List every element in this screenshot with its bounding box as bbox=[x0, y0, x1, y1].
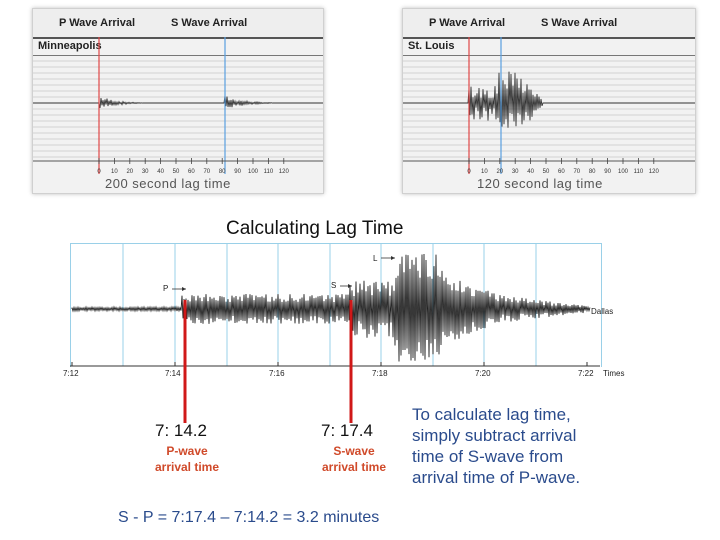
axis-tick-label: 10 bbox=[111, 169, 118, 175]
seismic-trace bbox=[403, 71, 695, 128]
axis-tick-label: 90 bbox=[604, 169, 611, 175]
axis-tick-label: 60 bbox=[188, 169, 195, 175]
s-marker-arrowhead bbox=[348, 284, 352, 288]
explanation-line: time of S-wave from bbox=[412, 447, 564, 466]
p-marker-label: P bbox=[163, 284, 169, 293]
lag-time-caption: 120 second lag time bbox=[477, 176, 603, 191]
axis-tick-label: 30 bbox=[512, 169, 519, 175]
p-wave-arrival-label: P-wave arrival time bbox=[142, 443, 232, 475]
explanation-line: To calculate lag time, bbox=[412, 405, 571, 424]
st-louis-trace: 0 10 20 30 40 50 60 70 80 90 100 110 120 bbox=[403, 37, 695, 175]
dallas-seismic-trace bbox=[71, 253, 591, 362]
axis-tick-label: 30 bbox=[142, 169, 149, 175]
times-label: Times bbox=[603, 369, 625, 378]
s-wave-arrival-label: S-wave arrival time bbox=[309, 443, 399, 475]
axis-tick-label: 120 bbox=[279, 169, 290, 175]
minneapolis-seismogram-panel: P Wave Arrival S Wave Arrival Minneapoli… bbox=[32, 8, 324, 194]
city-label: Minneapolis bbox=[38, 40, 102, 52]
p-wave-arrival-label: P Wave Arrival bbox=[429, 17, 506, 29]
axis-tick-label: 0 bbox=[97, 169, 101, 175]
s-wave-label-line2: arrival time bbox=[321, 460, 387, 474]
axis-tick-label: 50 bbox=[543, 169, 550, 175]
city-label: St. Louis bbox=[408, 40, 455, 52]
time-tick-label: 7:14 bbox=[165, 369, 181, 378]
main-title: Calculating Lag Time bbox=[226, 218, 404, 239]
panel-header: P Wave Arrival S Wave Arrival bbox=[33, 9, 323, 39]
minneapolis-trace: 0 10 20 30 40 50 60 70 80 90 100 110 120 bbox=[33, 37, 323, 175]
s-wave-label-line1: S-wave bbox=[333, 444, 375, 458]
axis-tick-label: 110 bbox=[264, 169, 274, 175]
station-label: Dallas bbox=[591, 307, 614, 316]
city-divider bbox=[33, 55, 323, 56]
dallas-seismogram-frame bbox=[70, 243, 602, 367]
time-tick-label: 7:22 bbox=[578, 369, 594, 378]
axis-tick-label: 70 bbox=[573, 169, 580, 175]
lag-time-explanation: To calculate lag time, simply subtract a… bbox=[412, 404, 580, 488]
axis-tick-label: 40 bbox=[527, 169, 534, 175]
explanation-line: arrival time of P-wave. bbox=[412, 468, 581, 487]
s-marker-label: S bbox=[331, 281, 337, 290]
p-wave-label-line2: arrival time bbox=[154, 460, 220, 474]
s-wave-arrival-label: S Wave Arrival bbox=[541, 17, 618, 29]
s-wave-arrival-label: S Wave Arrival bbox=[171, 17, 248, 29]
explanation-line: simply subtract arrival bbox=[412, 426, 577, 445]
st-louis-seismogram-panel: P Wave Arrival S Wave Arrival St. Louis … bbox=[402, 8, 696, 194]
axis-tick-label: 20 bbox=[496, 169, 503, 175]
panel-header: P Wave Arrival S Wave Arrival bbox=[403, 9, 695, 39]
axis-tick-label: 110 bbox=[634, 169, 644, 175]
axis-tick-label: 10 bbox=[481, 169, 488, 175]
p-wave-arrival-label: P Wave Arrival bbox=[59, 17, 136, 29]
time-tick-label: 7:12 bbox=[63, 369, 79, 378]
axis-tick-label: 80 bbox=[219, 169, 226, 175]
axis-tick-label: 120 bbox=[649, 169, 660, 175]
axis-tick-label: 20 bbox=[126, 169, 133, 175]
axis-tick-label: 90 bbox=[234, 169, 241, 175]
axis-tick-label: 100 bbox=[618, 169, 629, 175]
p-wave-time: 7: 14.2 bbox=[155, 421, 207, 440]
lag-time-formula: S - P = 7:17.4 – 7:14.2 = 3.2 minutes bbox=[118, 509, 380, 526]
axis-tick-label: 100 bbox=[248, 169, 259, 175]
time-tick-label: 7:20 bbox=[475, 369, 491, 378]
p-marker-arrowhead bbox=[182, 287, 186, 291]
l-marker-arrowhead bbox=[391, 256, 395, 260]
time-tick-label: 7:16 bbox=[269, 369, 285, 378]
axis-tick-label: 40 bbox=[157, 169, 164, 175]
p-wave-label-line1: P-wave bbox=[166, 444, 208, 458]
lag-time-caption: 200 second lag time bbox=[105, 176, 231, 191]
s-wave-time: 7: 17.4 bbox=[321, 421, 373, 440]
seismic-trace bbox=[33, 95, 323, 108]
city-divider bbox=[403, 55, 695, 56]
l-marker-label: L bbox=[373, 254, 378, 263]
axis-tick-label: 70 bbox=[203, 169, 210, 175]
axis-tick-label: 80 bbox=[589, 169, 596, 175]
axis-tick-label: 0 bbox=[467, 169, 471, 175]
axis-tick-label: 60 bbox=[558, 169, 565, 175]
axis-tick-label: 50 bbox=[173, 169, 180, 175]
time-tick-label: 7:18 bbox=[372, 369, 388, 378]
